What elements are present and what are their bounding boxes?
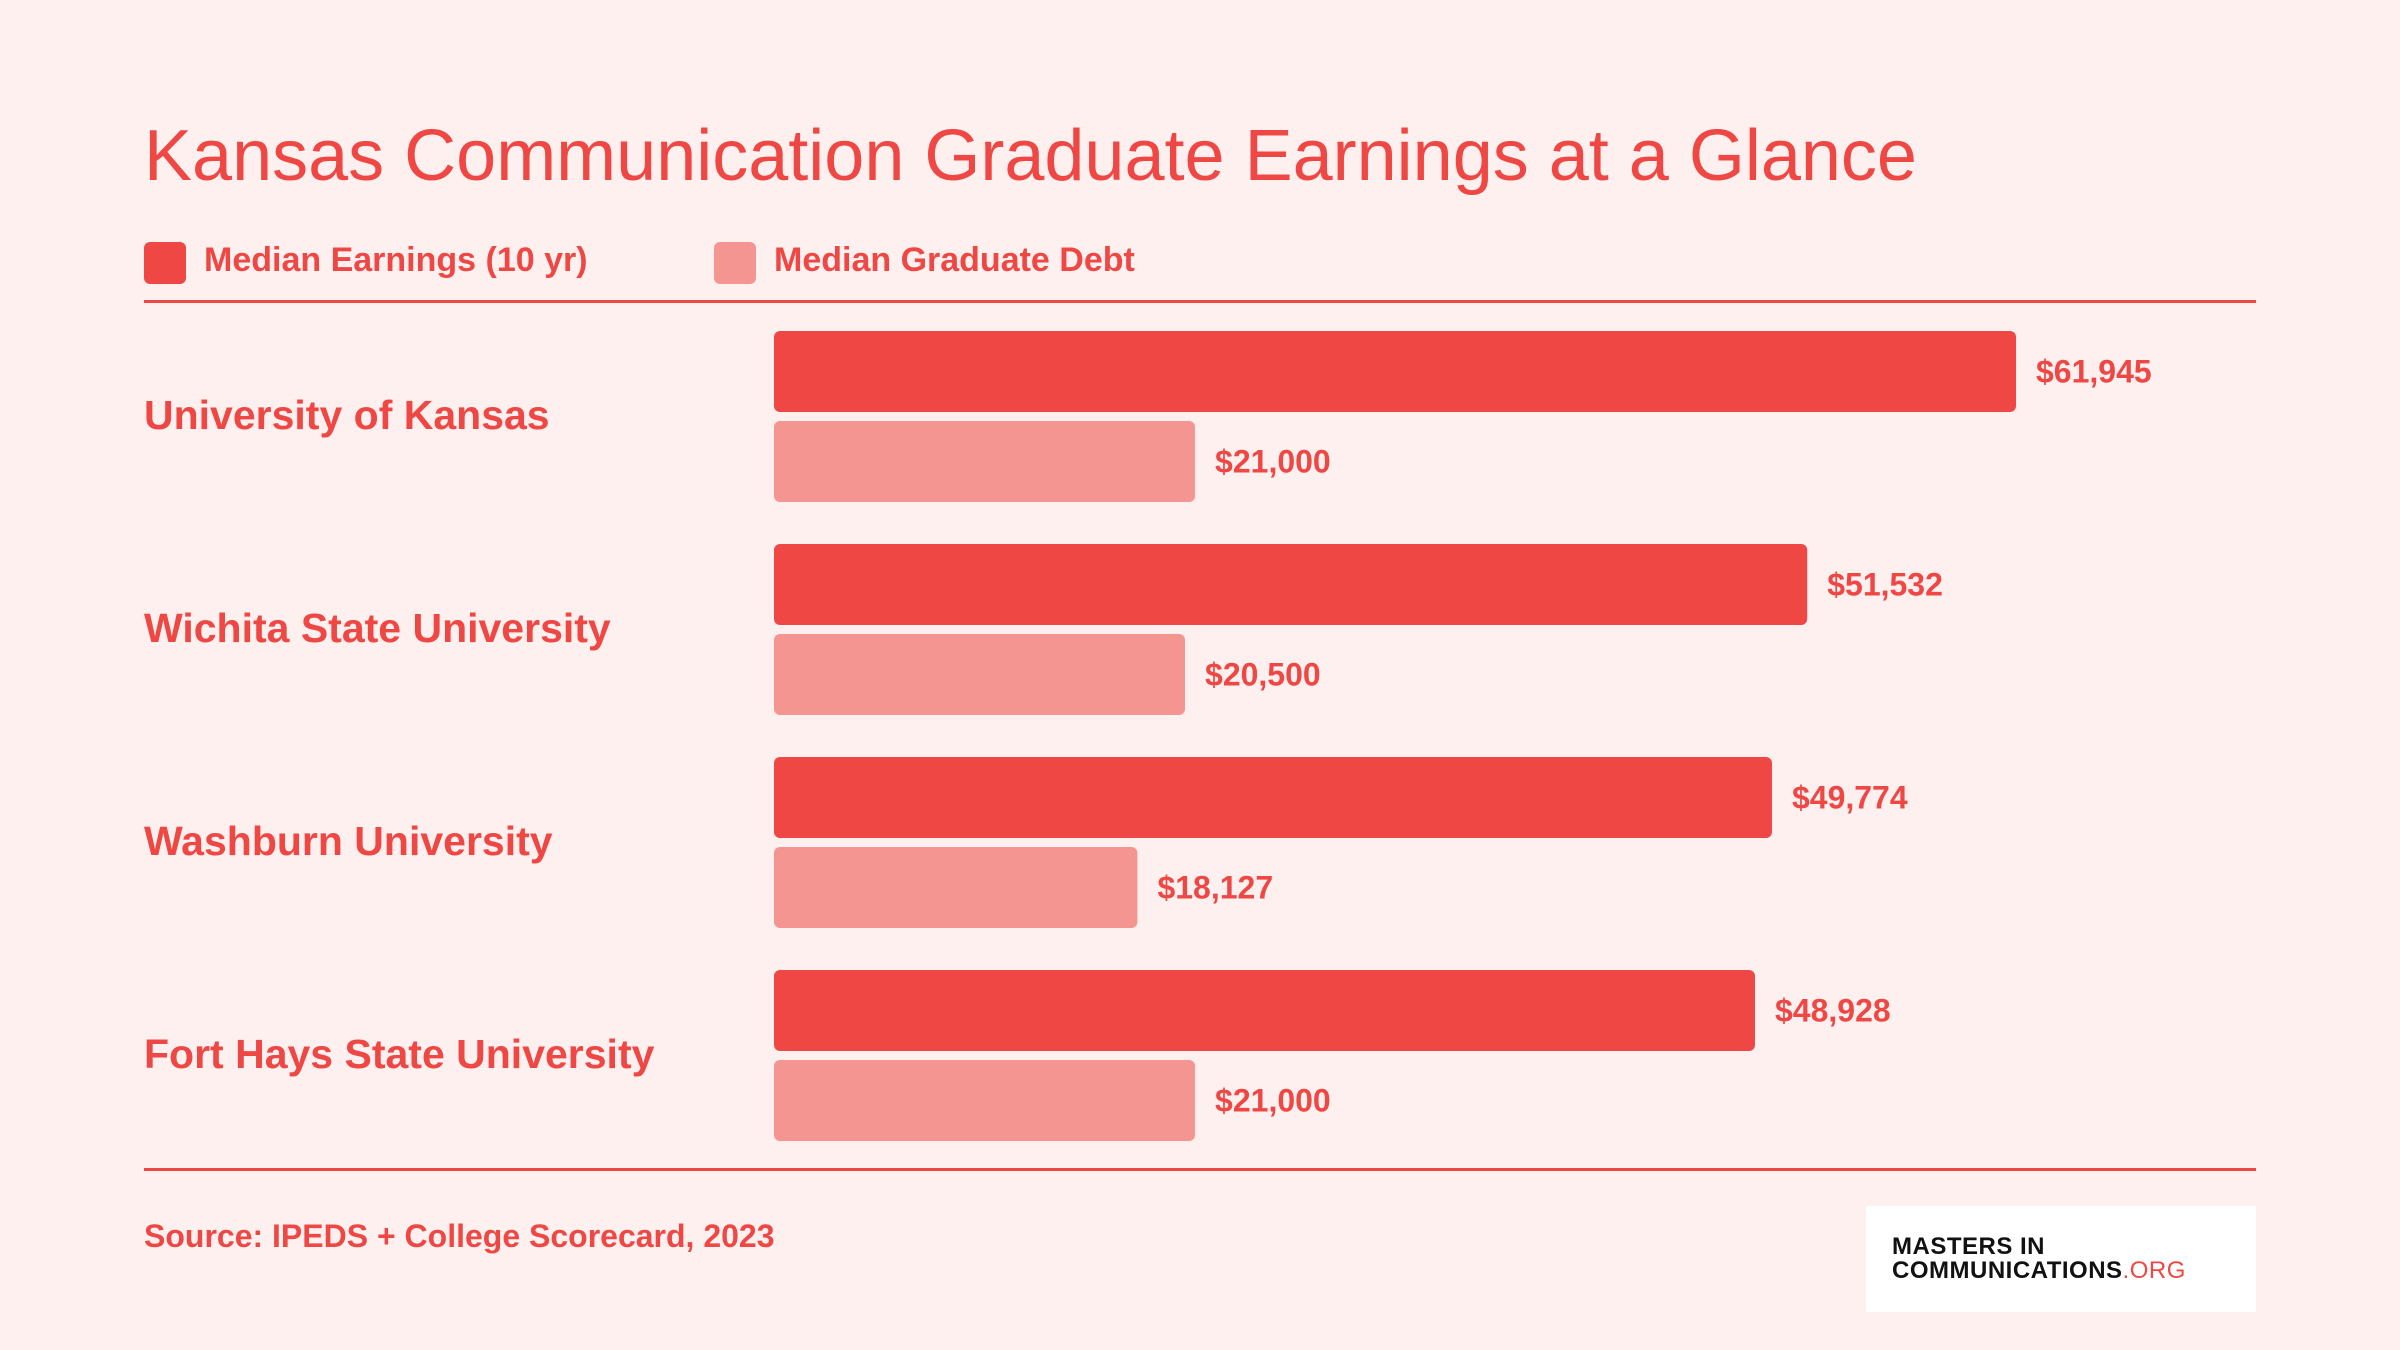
top-divider — [144, 300, 2256, 303]
chart-title: Kansas Communication Graduate Earnings a… — [144, 116, 1917, 196]
site-logo: MASTERS IN COMMUNICATIONS.ORG — [1866, 1206, 2256, 1312]
category-label-washburn-university: Washburn University — [144, 818, 553, 864]
logo-main: COMMUNICATIONS — [1892, 1257, 2123, 1284]
logo-line-2: COMMUNICATIONS.ORG — [1892, 1258, 2186, 1284]
legend-swatch-earnings — [144, 242, 186, 284]
data-label-median-graduate-debt-wichita-state-university: $20,500 — [1205, 657, 1321, 693]
legend-label-debt: Median Graduate Debt — [774, 241, 1135, 279]
logo-line-1: MASTERS IN — [1892, 1233, 2046, 1260]
data-label-median-earnings-10-yr-fort-hays-state-university: $48,928 — [1775, 993, 1891, 1029]
bar-median-earnings-10-yr-university-of-kansas — [774, 331, 2016, 412]
legend-label-earnings: Median Earnings (10 yr) — [204, 241, 588, 279]
bar-median-graduate-debt-washburn-university — [774, 847, 1138, 928]
data-label-median-earnings-10-yr-university-of-kansas: $61,945 — [2036, 354, 2152, 390]
category-label-wichita-state-university: Wichita State University — [144, 605, 611, 651]
category-label-university-of-kansas: University of Kansas — [144, 392, 550, 438]
logo-accent: .ORG — [2122, 1257, 2186, 1284]
bar-median-graduate-debt-wichita-state-university — [774, 634, 1186, 715]
bar-median-earnings-10-yr-fort-hays-state-university — [774, 970, 1756, 1051]
source-note: Source: IPEDS + College Scorecard, 2023 — [144, 1218, 775, 1254]
legend-swatch-debt — [714, 242, 756, 284]
bar-median-earnings-10-yr-wichita-state-university — [774, 544, 1808, 625]
category-label-fort-hays-state-university: Fort Hays State University — [144, 1031, 655, 1077]
bar-median-graduate-debt-university-of-kansas — [774, 421, 1196, 502]
data-label-median-graduate-debt-university-of-kansas: $21,000 — [1215, 444, 1331, 480]
bottom-divider — [144, 1168, 2256, 1171]
bar-median-earnings-10-yr-washburn-university — [774, 757, 1772, 838]
data-label-median-earnings-10-yr-washburn-university: $49,774 — [1792, 780, 1908, 816]
data-label-median-graduate-debt-fort-hays-state-university: $21,000 — [1215, 1083, 1331, 1119]
bar-median-graduate-debt-fort-hays-state-university — [774, 1060, 1196, 1141]
data-label-median-earnings-10-yr-wichita-state-university: $51,532 — [1827, 567, 1943, 603]
data-label-median-graduate-debt-washburn-university: $18,127 — [1157, 870, 1273, 906]
